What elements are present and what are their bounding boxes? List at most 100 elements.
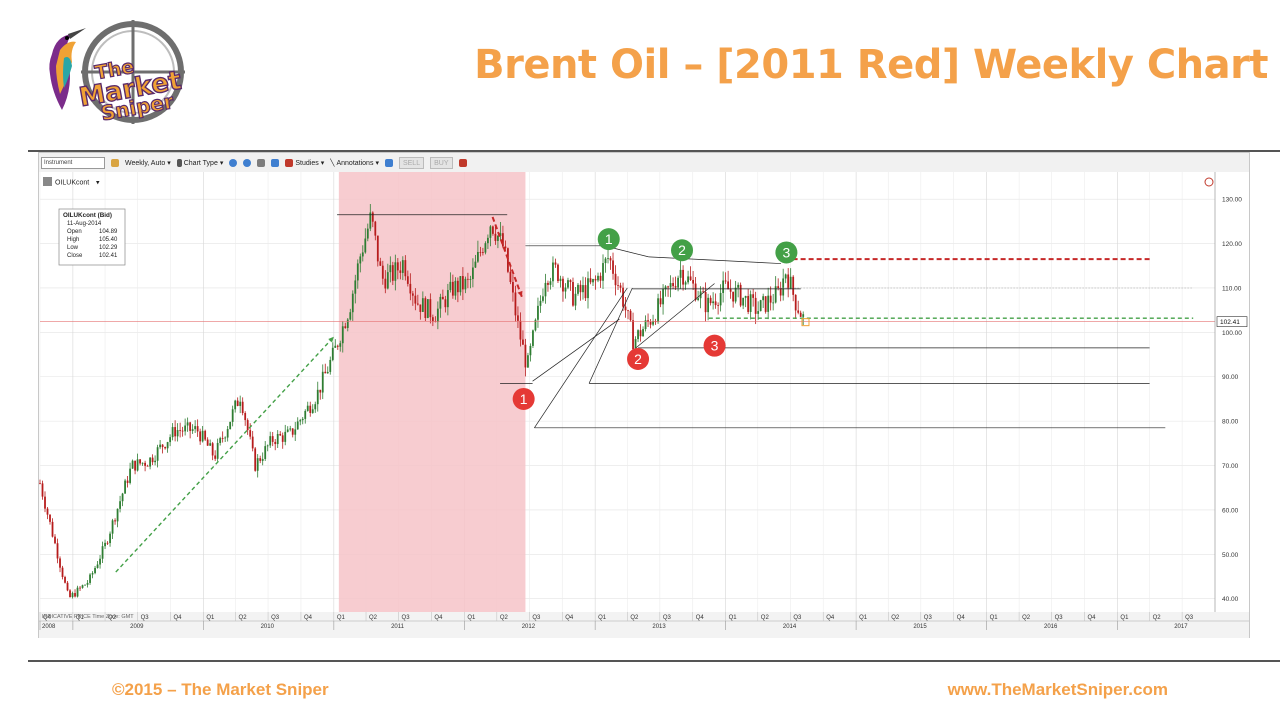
chart-type-dropdown[interactable]: Chart Type ▾ [176, 159, 223, 167]
candle-body [574, 293, 577, 306]
pen-icon[interactable] [111, 159, 119, 167]
candle-body [444, 299, 447, 308]
candle-body [687, 276, 689, 283]
candle-body [411, 293, 414, 296]
candle-body [149, 457, 152, 467]
symbol-dropdown-caret[interactable]: ▾ [96, 180, 100, 187]
clock-icon[interactable] [1204, 177, 1214, 187]
instrument-input[interactable]: Instrument [41, 157, 105, 169]
symbol-label[interactable]: OILUKcont [55, 180, 89, 187]
export-icon[interactable] [458, 159, 467, 167]
chart-type-label: Chart Type [183, 159, 218, 167]
quarter-tick-label: Q3 [402, 615, 411, 621]
candle-body [624, 306, 627, 311]
crosshair-icon[interactable] [257, 159, 266, 167]
chart-toolbar: Instrument Weekly, Auto ▾ Chart Type ▾ Stu… [41, 154, 1247, 172]
y-tick-label: 120.00 [1222, 241, 1242, 248]
candle-body [627, 310, 629, 312]
candle-body [139, 459, 141, 464]
quarter-tick-label: Q1 [1120, 615, 1129, 621]
candle-body [487, 237, 489, 244]
candle-body [329, 359, 332, 372]
candle-body [471, 267, 474, 280]
candle-body [49, 514, 51, 522]
annotations-dropdown[interactable]: ╲ Annotations ▾ [330, 159, 379, 168]
drawing-tool-icon[interactable] [384, 159, 393, 167]
candle-body [549, 281, 552, 285]
candle-body [602, 263, 604, 281]
candle-body [354, 280, 357, 294]
quarter-tick-label: Q4 [434, 615, 443, 621]
quarter-tick-label: Q4 [565, 615, 574, 621]
undo-icon[interactable] [271, 159, 280, 167]
ohlc-open-value: 104.89 [99, 229, 118, 235]
candle-body [802, 314, 805, 317]
slide-title: Brent Oil – [2011 Red] Weekly Chart [474, 42, 1268, 88]
candle-body [51, 521, 54, 537]
candle-body [126, 480, 129, 483]
candle-body [321, 371, 324, 393]
candle-body [279, 433, 282, 436]
interval-dropdown[interactable]: Weekly, Auto ▾ [125, 159, 171, 168]
candle-body [564, 287, 567, 292]
candle-body [737, 284, 740, 288]
symbol-icon [43, 177, 52, 186]
candle-body [79, 587, 81, 589]
candle-body [634, 339, 637, 350]
candle-body [251, 436, 254, 449]
trend-line [612, 247, 649, 258]
quarter-tick-label: Q3 [793, 615, 802, 621]
candle-body [296, 421, 299, 430]
candle-body [219, 438, 222, 443]
candle-body [459, 276, 462, 293]
quarter-tick-label: Q1 [729, 615, 738, 621]
zoom-out-icon[interactable] [243, 159, 252, 167]
candle-body [667, 286, 669, 288]
candle-body [244, 413, 247, 421]
candle-body [757, 311, 760, 314]
candle-body [609, 258, 612, 261]
candle-body [734, 287, 737, 302]
candle-body [612, 260, 614, 274]
candle-body [271, 436, 274, 442]
quarter-tick-label: Q4 [304, 615, 313, 621]
candle-body [589, 278, 592, 283]
candle-body [144, 462, 146, 466]
candle-body [234, 400, 237, 410]
candle-body [381, 265, 384, 279]
candle-body [69, 590, 71, 598]
candle-body [39, 483, 41, 485]
bottom-divider [28, 660, 1280, 662]
quarter-tick-label: Q1 [206, 615, 215, 621]
quarter-tick-label: Q1 [598, 615, 607, 621]
candle-body [704, 291, 707, 313]
trend-line [534, 287, 628, 428]
sell-button[interactable]: SELL [398, 157, 425, 169]
candle-body [484, 243, 487, 253]
candle-body [774, 286, 777, 303]
quarter-tick-label: Q2 [761, 615, 770, 621]
candle-body [61, 567, 64, 577]
candle-body [264, 446, 267, 459]
price-chart[interactable]: 1 2 3 1 2 3 40.00 50.00 60.00 70.00 80.00 90.00 100… [39, 172, 1249, 638]
candle-body [777, 286, 780, 289]
candle-body [762, 296, 765, 301]
low-marker-label: 2 [634, 351, 642, 367]
y-tick-label: 80.00 [1222, 419, 1239, 426]
candle-body [314, 404, 317, 410]
candle-body [797, 310, 800, 313]
candle-body [652, 321, 654, 325]
candle-body [361, 252, 364, 257]
candle-body [64, 576, 66, 583]
footer-website[interactable]: www.TheMarketSniper.com [947, 680, 1168, 699]
candle-body [319, 389, 322, 393]
candle-body [464, 278, 467, 290]
candle-body [156, 447, 159, 461]
year-tick-label: 2008 [42, 624, 56, 630]
studies-dropdown[interactable]: Studies ▾ [285, 159, 324, 167]
buy-button[interactable]: BUY [430, 157, 453, 169]
zoom-in-icon[interactable] [229, 159, 238, 167]
candle-body [752, 294, 755, 298]
candle-body [787, 274, 790, 289]
candle-body [732, 291, 735, 302]
